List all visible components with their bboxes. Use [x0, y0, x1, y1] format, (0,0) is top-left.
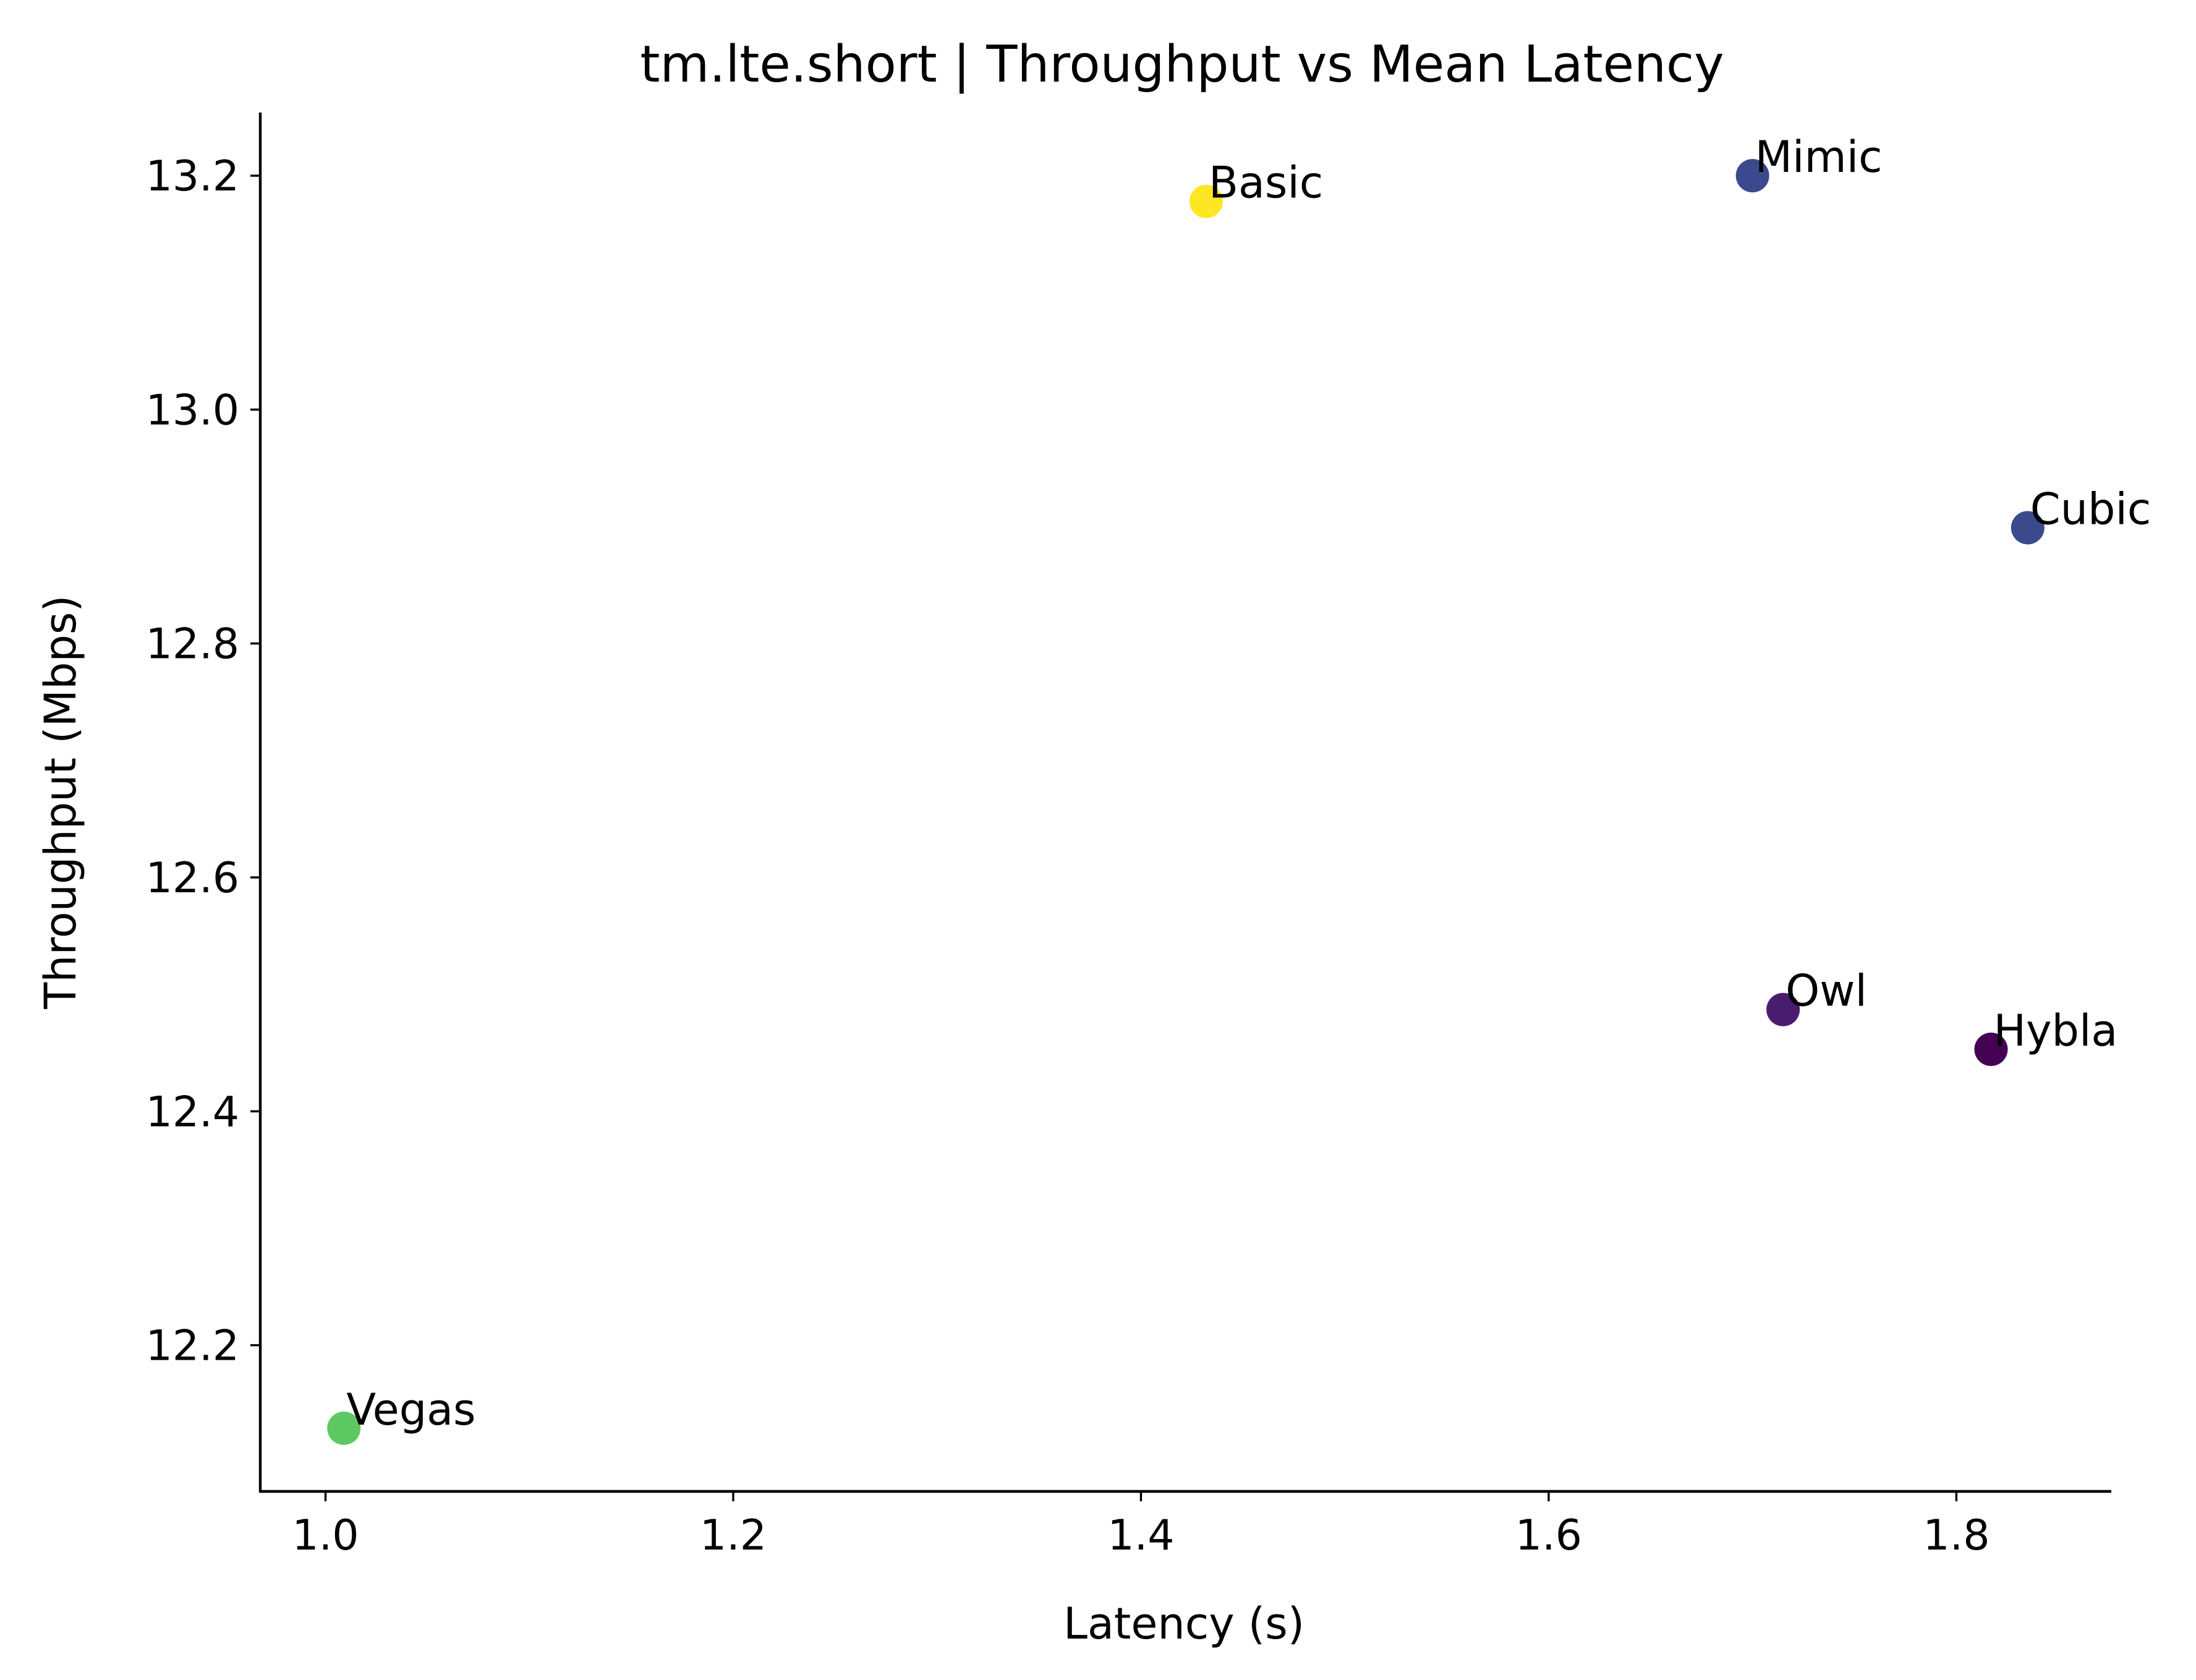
x-axis-title: Latency (s)	[1063, 1598, 1304, 1649]
y-tick-label: 12.6	[146, 854, 239, 903]
data-points	[327, 159, 2045, 1445]
y-tick-label: 12.4	[146, 1088, 239, 1136]
point-label-hybla: Hybla	[1993, 1005, 2117, 1056]
x-tick-label: 1.4	[1107, 1511, 1174, 1560]
y-tick-label: 12.8	[146, 620, 239, 669]
x-tick-label: 1.2	[700, 1511, 767, 1560]
data-point-hybla	[1974, 1033, 2008, 1067]
x-tick-label: 1.0	[292, 1511, 359, 1560]
point-labels: Basic Mimic Cubic Owl Hybla Vegas	[346, 132, 2151, 1435]
point-label-cubic: Cubic	[2030, 484, 2151, 534]
y-axis-title: Throughput (Mbps)	[35, 595, 86, 1009]
y-tick-label: 13.2	[146, 152, 239, 201]
point-label-owl: Owl	[1785, 966, 1867, 1017]
y-tick-label: 12.2	[146, 1322, 239, 1371]
point-label-mimic: Mimic	[1755, 132, 1883, 182]
point-label-basic: Basic	[1209, 158, 1323, 208]
chart-title: tm.lte.short | Throughput vs Mean Latenc…	[640, 35, 1724, 94]
data-point-cubic	[2011, 511, 2045, 545]
point-label-vegas: Vegas	[346, 1384, 475, 1435]
y-tick-label: 13.0	[146, 386, 239, 435]
x-tick-label: 1.6	[1515, 1511, 1582, 1560]
data-point-mimic	[1735, 159, 1769, 193]
data-point-vegas	[327, 1411, 361, 1445]
axis-ticks: 1.0 1.2 1.4 1.6 1.8 12.2 12.4 12.6 12.8 13.0 13.2	[146, 152, 1990, 1560]
x-tick-label: 1.8	[1923, 1511, 1990, 1560]
data-point-owl	[1766, 992, 1800, 1026]
data-point-basic	[1189, 184, 1223, 218]
